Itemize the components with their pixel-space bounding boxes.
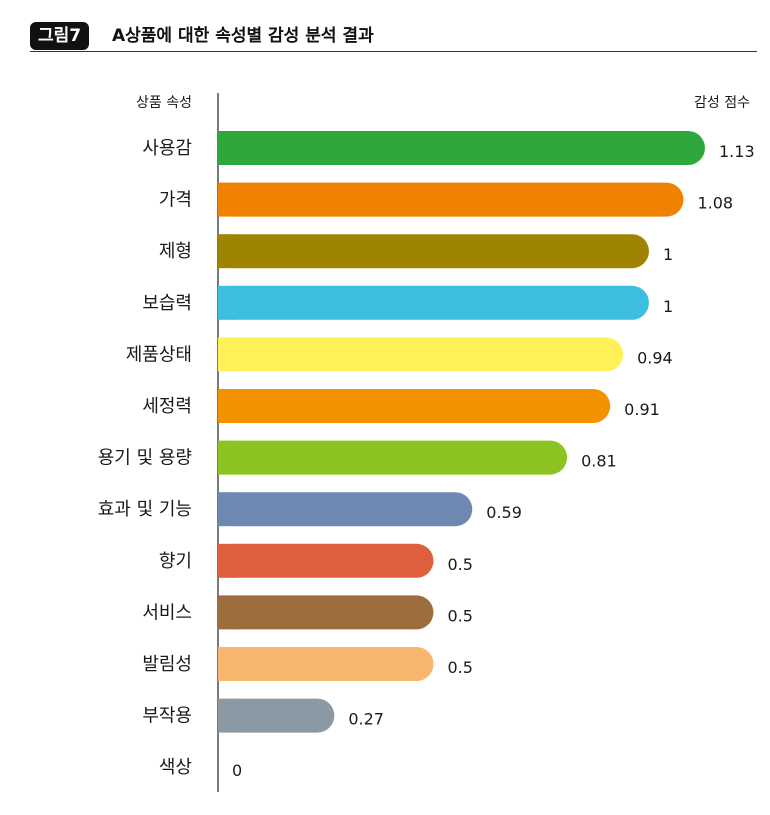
bar-left-cap	[218, 595, 235, 630]
value-label: 1	[663, 245, 673, 264]
bar-left-cap	[218, 389, 235, 423]
value-label: 1	[663, 297, 673, 316]
value-label: 1.13	[719, 142, 755, 161]
value-label: 0.5	[447, 555, 472, 574]
value-label: 0.27	[348, 710, 384, 729]
figure-header: 그림7 A상품에 대한 속성별 감성 분석 결과	[30, 22, 757, 52]
figure-number-badge: 그림7	[30, 22, 90, 50]
bar	[218, 234, 649, 269]
value-label: 0.5	[447, 658, 472, 677]
value-label: 0.91	[624, 400, 660, 419]
figure-title: A상품에 대한 속성별 감성 분석 결과	[112, 26, 374, 46]
value-label: 0.81	[581, 452, 617, 471]
header-divider	[30, 51, 757, 52]
category-label: 제품상태	[126, 344, 192, 365]
bar-left-cap	[218, 182, 235, 217]
category-label: 용기 및 용량	[98, 448, 192, 469]
bar-left-cap	[218, 543, 235, 578]
category-label: 제형	[159, 241, 192, 262]
bar-left-cap	[218, 234, 235, 269]
category-label: 부작용	[142, 706, 192, 727]
value-label: 0.59	[486, 503, 522, 522]
bar-left-cap	[218, 131, 235, 165]
bar	[218, 698, 335, 733]
category-label: 보습력	[142, 293, 192, 314]
value-label: 1.08	[697, 194, 733, 213]
category-label: 효과 및 기능	[98, 499, 192, 520]
value-axis-header: 감성 점수	[694, 95, 750, 111]
bar-left-cap	[218, 285, 235, 320]
bar	[218, 182, 684, 217]
value-label: 0.5	[447, 606, 472, 625]
category-label: 서비스	[142, 602, 192, 623]
bar	[218, 389, 611, 423]
category-label: 사용감	[142, 138, 192, 159]
category-label: 가격	[159, 190, 192, 211]
bar-left-cap	[218, 337, 235, 372]
bar	[218, 131, 705, 165]
bar-left-cap	[218, 647, 235, 681]
bar-left-cap	[218, 698, 235, 733]
category-axis-header: 상품 속성	[136, 95, 192, 111]
bar	[218, 440, 568, 475]
category-label: 향기	[159, 551, 192, 572]
category-label: 발림성	[142, 654, 192, 675]
bar	[218, 543, 434, 578]
bar-left-cap	[218, 492, 235, 527]
bar-series: 사용감 1.13 가격 1.08 제형 1 보습력 1 제품상태 0.94 세정력 0.91 용기 및 …	[98, 131, 755, 780]
category-label: 색상	[159, 757, 192, 778]
bar-left-cap	[218, 440, 235, 475]
bar	[218, 595, 434, 630]
value-label: 0.94	[637, 348, 673, 367]
bar	[218, 337, 624, 372]
value-label: 0	[232, 761, 242, 780]
bar	[218, 492, 473, 527]
category-label: 세정력	[142, 396, 192, 417]
bar	[218, 647, 434, 681]
bar	[218, 285, 649, 320]
